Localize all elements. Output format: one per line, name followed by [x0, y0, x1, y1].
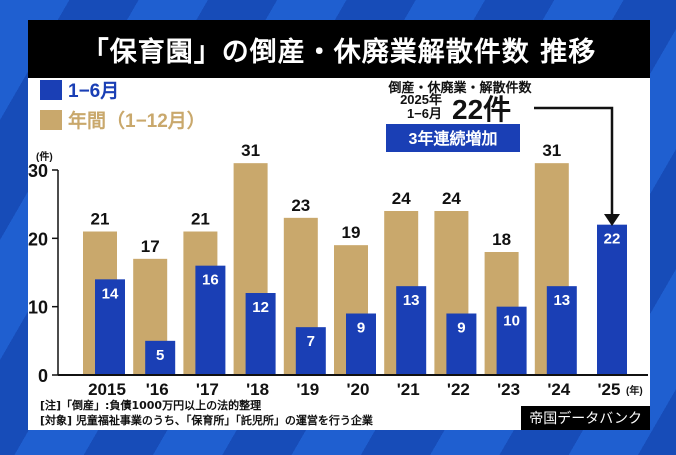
callout-arrow-line: [534, 106, 614, 216]
y-tick-label: 10: [28, 298, 48, 318]
data-label-half-year: 13: [403, 292, 420, 309]
legend-label: 1−6月: [68, 81, 119, 102]
x-tick-label: '24: [547, 380, 570, 399]
data-label-half-year: 12: [252, 299, 269, 316]
bar-half-year: [546, 286, 577, 375]
bar-half-year: [496, 306, 527, 375]
data-label-annual: 21: [191, 210, 210, 229]
y-tick-label: 20: [28, 229, 48, 249]
legend-swatch: [40, 110, 62, 130]
data-label-half-year: 5: [156, 347, 164, 364]
x-tick-label: '22: [447, 380, 470, 399]
callout-year: 2025年: [400, 92, 442, 107]
data-label-half-year: 16: [202, 272, 219, 289]
bar-half-year: [145, 340, 176, 375]
note-2: [対象] 児童福祉事業のうち、「保育所」「託児所」の運営を行う企業: [40, 414, 373, 427]
note-1: [注]「倒産」:負債1000万円以上の法的整理: [40, 399, 262, 412]
x-tick-label: '19: [296, 380, 319, 399]
legend-swatch: [40, 80, 62, 100]
data-label-annual: 31: [542, 141, 561, 160]
legend-label: 年間（1−12月）: [68, 109, 206, 132]
bar-half-year: [95, 279, 125, 375]
callout-arrow-head: [604, 214, 620, 226]
x-tick-label: 2015: [88, 380, 126, 399]
y-axis-unit: (件): [36, 150, 53, 163]
x-tick-label: '21: [397, 380, 420, 399]
callout-badge-text: 3年連続増加: [409, 129, 498, 148]
bar-half-year: [195, 265, 226, 375]
x-tick-label: '23: [497, 380, 520, 399]
x-tick-label: '16: [146, 380, 169, 399]
data-label-annual: 24: [442, 189, 461, 208]
y-tick-label: 30: [28, 161, 48, 181]
data-label-half-year: 7: [307, 333, 315, 350]
chart-title: 「保育園」の倒産・休廃業解散件数 推移: [28, 20, 650, 78]
bar-half-year: [245, 293, 276, 375]
bar-chart: 1−6月年間（1−12月）(件)010203021142015175'16211…: [28, 80, 648, 399]
data-label-annual: 21: [91, 210, 110, 229]
data-label-half-year: 9: [457, 320, 465, 337]
x-tick-label: '20: [347, 380, 370, 399]
x-tick-label: '17: [196, 380, 219, 399]
x-axis-unit: (年): [626, 384, 643, 397]
callout-heading: 倒産・休廃業・解散件数: [387, 80, 532, 95]
data-label-half-year: 10: [503, 313, 520, 330]
bar-half-year: [295, 327, 326, 375]
bar-half-year: [446, 313, 477, 375]
source-label: 帝国データバンク: [521, 406, 650, 430]
data-label-half-year: 22: [604, 231, 621, 248]
x-tick-label: '18: [246, 380, 269, 399]
callout-months: 1−6月: [407, 106, 442, 121]
chart-panel: 「保育園」の倒産・休廃業解散件数 推移 1−6月 年間（1−12月） (件) 0 10 2…: [28, 20, 650, 430]
callout-badge: [386, 124, 520, 152]
x-tick-label: '25: [598, 380, 621, 399]
data-label-annual: 24: [392, 189, 411, 208]
callout-value: 22件: [452, 94, 511, 125]
data-label-annual: 19: [342, 223, 361, 242]
data-label-annual: 18: [492, 230, 511, 249]
data-label-half-year: 14: [102, 285, 119, 302]
data-label-half-year: 13: [553, 292, 570, 309]
data-label-annual: 17: [141, 237, 160, 256]
data-label-annual: 31: [241, 141, 260, 160]
data-label-annual: 23: [291, 196, 310, 215]
data-label-half-year: 9: [357, 320, 365, 337]
bar-half-year: [346, 313, 376, 375]
bar-half-year: [396, 286, 427, 375]
bar-half-year: [597, 224, 627, 375]
y-tick-label: 0: [38, 366, 48, 386]
